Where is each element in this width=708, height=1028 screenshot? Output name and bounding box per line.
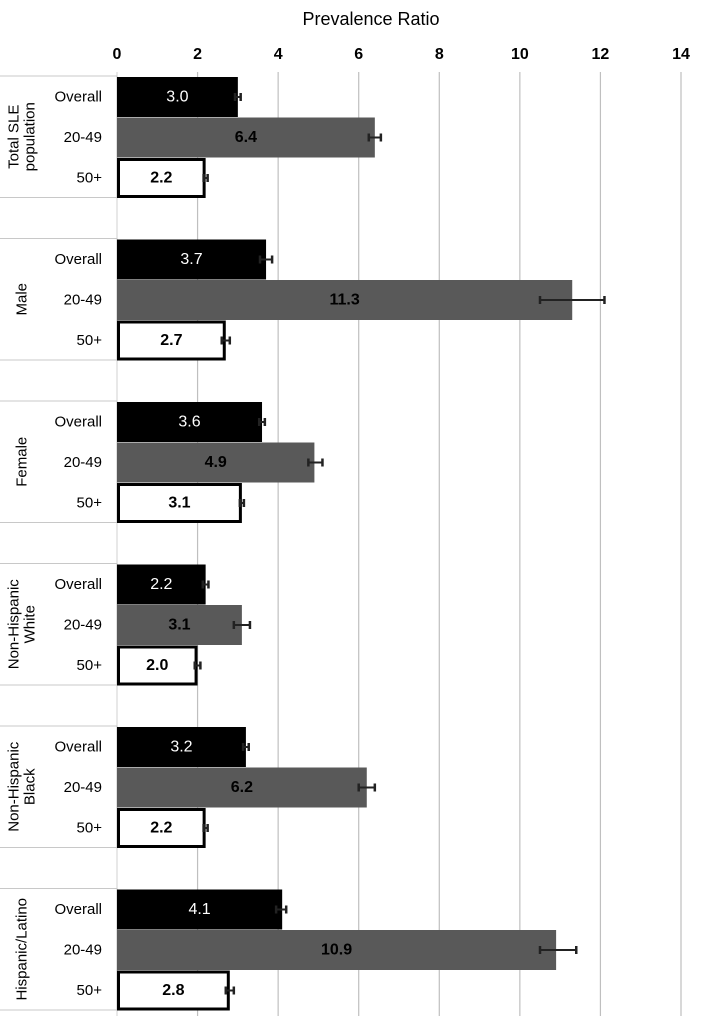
bar-20-49	[117, 442, 315, 483]
x-axis-title: Prevalence Ratio	[302, 9, 439, 29]
error-bar	[233, 93, 242, 101]
bar-overall	[117, 239, 267, 280]
category-label: 50+	[77, 657, 103, 674]
x-tick-label: 14	[672, 46, 690, 63]
bar-50-	[117, 645, 198, 686]
group-label: White	[22, 605, 39, 643]
data-label: 4.9	[205, 454, 227, 471]
error-bar	[232, 621, 252, 629]
labels: Total SLE population Overall 3.0 20-49 6.4 50+…	[6, 89, 360, 1001]
category-label: Overall	[54, 901, 102, 918]
data-label: 3.1	[168, 617, 190, 634]
error-bar	[224, 986, 236, 995]
data-label: 2.0	[146, 657, 168, 674]
error-bar	[357, 783, 377, 792]
error-bar	[257, 418, 267, 426]
error-bar	[220, 336, 232, 345]
bar-overall	[117, 889, 283, 930]
category-label: 50+	[77, 332, 103, 349]
bar-50-	[117, 158, 206, 198]
category-label: 20-49	[64, 779, 102, 796]
bar-20-49	[117, 767, 367, 808]
error-bar	[307, 458, 324, 467]
group-label: Non-Hispanic	[6, 579, 23, 670]
category-label: Overall	[54, 414, 102, 431]
category-label: 20-49	[64, 617, 102, 634]
x-tick-label: 6	[354, 46, 363, 63]
category-label: 50+	[77, 982, 103, 999]
data-label: 3.0	[166, 89, 188, 106]
error-bar	[193, 661, 202, 670]
category-label: Overall	[54, 251, 102, 268]
error-bar	[367, 133, 383, 142]
category-label: 50+	[77, 170, 103, 187]
group-label: population	[22, 102, 39, 171]
data-label: 2.2	[150, 576, 172, 593]
category-label: Overall	[54, 739, 102, 756]
data-label: 2.2	[150, 170, 172, 187]
data-label: 2.2	[150, 820, 172, 837]
data-label: 4.1	[188, 901, 210, 918]
bar-overall	[117, 77, 238, 117]
group-label: Total SLE	[6, 105, 23, 169]
error-bar	[274, 905, 288, 914]
x-tick-label: 2	[193, 46, 202, 63]
error-bar	[258, 255, 274, 264]
data-label: 3.7	[180, 251, 202, 268]
x-axis-ticks: 0 2 4 6 8 10 12 14	[113, 46, 690, 63]
error-bar	[202, 824, 209, 832]
error-bar	[241, 743, 250, 751]
bar-20-49	[117, 605, 242, 645]
category-label: 20-49	[64, 292, 102, 309]
bar-50-	[117, 320, 226, 361]
error-bar	[238, 499, 246, 507]
data-label: 2.8	[162, 982, 184, 999]
data-label: 3.1	[168, 495, 190, 512]
x-tick-label: 8	[435, 46, 444, 63]
bar-20-49	[117, 930, 557, 970]
bar-overall	[117, 402, 263, 442]
bar-20-49	[117, 117, 375, 158]
x-tick-label: 0	[113, 46, 122, 63]
error-bar	[202, 174, 209, 182]
data-label: 2.7	[160, 332, 182, 349]
category-label: 50+	[77, 820, 103, 837]
data-label: 10.9	[321, 942, 352, 959]
category-label: Overall	[54, 576, 102, 593]
group-label: Black	[22, 768, 39, 805]
category-label: 50+	[77, 495, 103, 512]
bar-overall	[117, 727, 246, 767]
category-label: 20-49	[64, 454, 102, 471]
category-label: 20-49	[64, 942, 102, 959]
x-tick-label: 4	[274, 46, 283, 63]
bar-20-49	[117, 280, 573, 320]
data-label: 6.4	[235, 129, 257, 146]
error-bar	[538, 296, 606, 304]
x-tick-label: 12	[592, 46, 610, 63]
gridlines	[116, 72, 682, 1016]
category-label: Overall	[54, 89, 102, 106]
error-bar	[538, 946, 578, 954]
x-tick-label: 10	[511, 46, 529, 63]
bar-overall	[117, 564, 206, 605]
group-label: Non-Hispanic	[6, 741, 23, 832]
bars	[117, 77, 606, 1011]
data-label: 3.6	[178, 414, 200, 431]
data-label: 6.2	[231, 779, 253, 796]
group-label: Female	[14, 437, 31, 487]
group-label: Hispanic/Latino	[14, 898, 31, 1001]
data-label: 11.3	[329, 292, 359, 309]
category-label: 20-49	[64, 129, 102, 146]
group-label: Male	[14, 283, 31, 316]
data-label: 3.2	[170, 739, 192, 756]
error-bar	[201, 580, 210, 589]
